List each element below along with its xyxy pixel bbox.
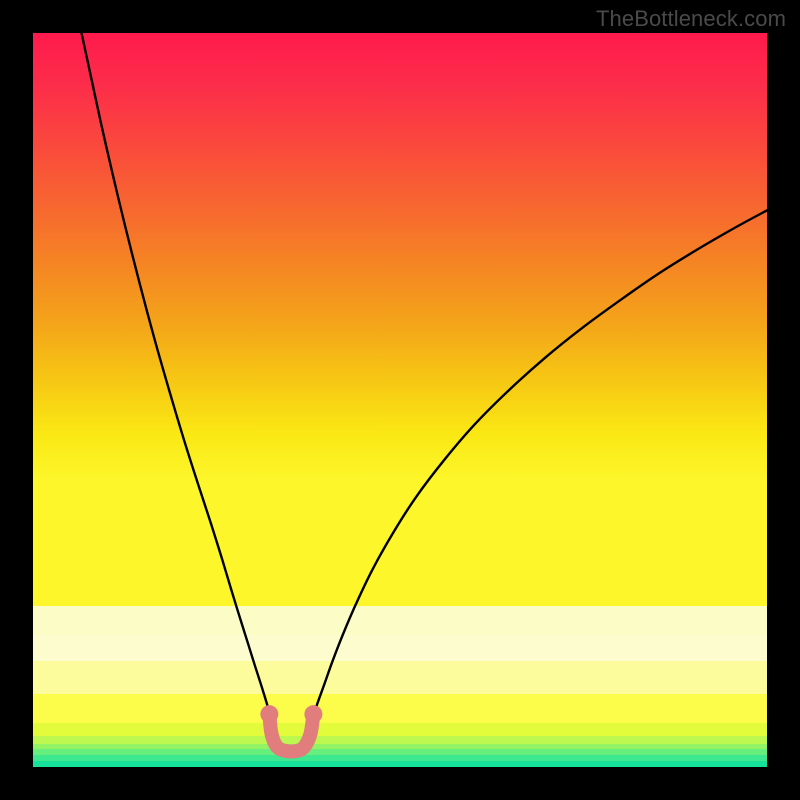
curve-right	[313, 209, 767, 715]
plot-area	[33, 33, 767, 767]
curves-layer	[33, 33, 767, 767]
trough-end-left	[260, 705, 278, 723]
curve-left	[81, 33, 270, 716]
watermark-text: TheBottleneck.com	[596, 6, 786, 32]
trough-end-right	[304, 705, 322, 723]
chart-container: TheBottleneck.com	[0, 0, 800, 800]
